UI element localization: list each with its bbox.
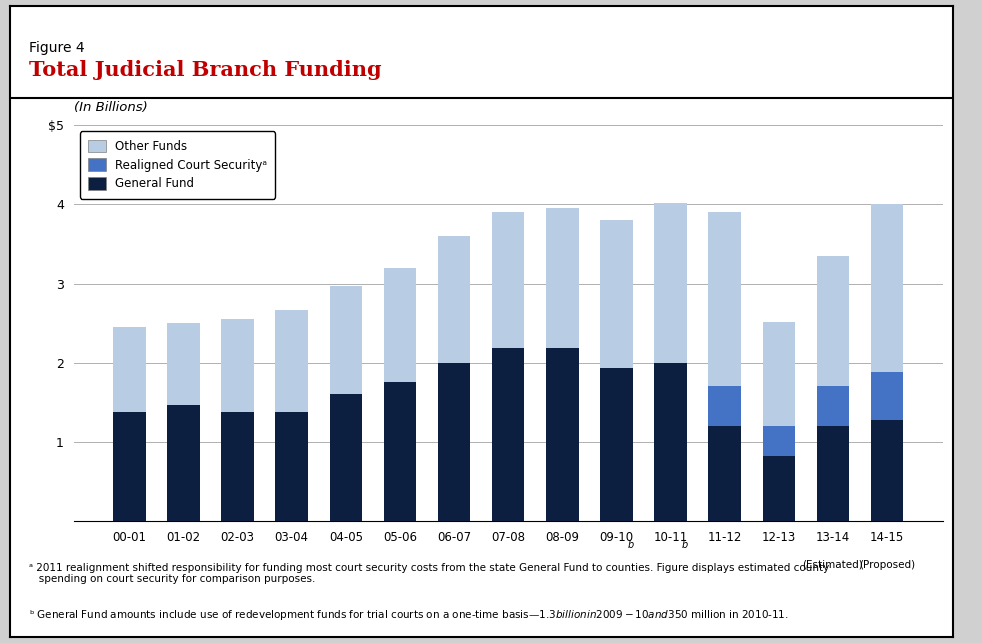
Bar	[492, 212, 524, 349]
Bar	[600, 368, 632, 521]
Text: (Estimated): (Estimated)	[802, 559, 863, 570]
Bar	[871, 372, 903, 420]
Bar	[871, 204, 903, 372]
Bar	[330, 286, 362, 394]
Bar	[330, 394, 362, 521]
Bar	[871, 420, 903, 521]
Text: (In Billions): (In Billions)	[74, 101, 147, 114]
Bar	[708, 386, 740, 426]
Text: Figure 4: Figure 4	[28, 41, 84, 55]
Bar	[708, 426, 740, 521]
Text: (Proposed): (Proposed)	[859, 559, 915, 570]
Bar	[221, 412, 254, 521]
Text: Total Judicial Branch Funding: Total Judicial Branch Funding	[28, 60, 381, 80]
Bar	[762, 322, 795, 426]
Bar	[600, 221, 632, 368]
Bar	[654, 363, 686, 521]
Bar	[817, 426, 849, 521]
Bar	[654, 203, 686, 363]
Bar	[113, 327, 145, 412]
Text: b: b	[682, 540, 687, 550]
Bar	[384, 267, 416, 383]
Text: b: b	[627, 540, 633, 550]
Bar	[438, 363, 470, 521]
Bar	[276, 412, 308, 521]
Bar	[762, 456, 795, 521]
Text: ᵃ 2011 realignment shifted responsibility for funding most court security costs : ᵃ 2011 realignment shifted responsibilit…	[29, 563, 830, 584]
Bar	[546, 208, 578, 349]
Bar	[167, 404, 199, 521]
Bar	[546, 349, 578, 521]
Bar	[384, 383, 416, 521]
Text: ᵇ General Fund amounts include use of redevelopment funds for trial courts on a : ᵇ General Fund amounts include use of re…	[29, 608, 790, 622]
Bar	[762, 426, 795, 456]
Bar	[817, 256, 849, 386]
Bar	[708, 212, 740, 386]
Bar	[276, 310, 308, 412]
Legend: Other Funds, Realigned Court Securityᵃ, General Fund: Other Funds, Realigned Court Securityᵃ, …	[80, 131, 275, 199]
Bar	[113, 412, 145, 521]
Bar	[221, 319, 254, 412]
Bar	[492, 349, 524, 521]
Bar	[438, 236, 470, 363]
Bar	[167, 323, 199, 404]
Bar	[817, 386, 849, 426]
